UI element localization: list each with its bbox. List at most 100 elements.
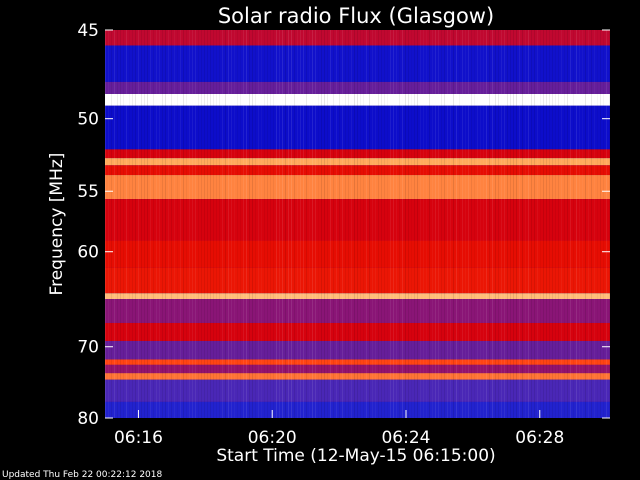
- frequency-band: [105, 322, 610, 341]
- frequency-band: [105, 299, 610, 323]
- time-streak: [309, 30, 310, 418]
- time-streak: [210, 30, 211, 418]
- time-streak: [138, 30, 139, 418]
- time-streak: [246, 30, 247, 418]
- time-streak: [402, 30, 403, 418]
- time-streak: [390, 30, 391, 418]
- time-streak: [456, 30, 457, 418]
- time-streak: [132, 30, 133, 418]
- time-streak: [570, 30, 571, 418]
- time-streak: [207, 30, 208, 418]
- time-streak: [270, 30, 271, 418]
- time-streak: [435, 30, 436, 418]
- time-streak: [387, 30, 388, 418]
- time-streak: [240, 30, 241, 418]
- time-streak: [243, 30, 244, 418]
- time-streak: [579, 30, 580, 418]
- frequency-band: [105, 340, 610, 360]
- time-streak: [420, 30, 421, 418]
- time-streak: [213, 30, 214, 418]
- time-streak: [252, 30, 253, 418]
- time-streak: [408, 30, 409, 418]
- time-streak: [201, 30, 202, 418]
- time-streak: [519, 30, 520, 418]
- time-streak: [609, 30, 610, 418]
- time-streak: [405, 30, 406, 418]
- time-streak: [126, 30, 127, 418]
- time-streak: [306, 30, 307, 418]
- frequency-band: [105, 379, 610, 402]
- time-streak: [279, 30, 280, 418]
- time-streak: [114, 30, 115, 418]
- time-streak: [438, 30, 439, 418]
- frequency-band: [105, 45, 610, 82]
- time-streak: [165, 30, 166, 418]
- time-streak: [300, 30, 301, 418]
- y-tick-label: 50: [77, 110, 99, 130]
- y-tick-label: 80: [77, 409, 99, 429]
- time-streak: [417, 30, 418, 418]
- time-streak: [453, 30, 454, 418]
- time-streak: [291, 30, 292, 418]
- time-streak: [372, 30, 373, 418]
- time-streak: [327, 30, 328, 418]
- time-streak: [198, 30, 199, 418]
- time-streak: [414, 30, 415, 418]
- time-streak: [603, 30, 604, 418]
- time-streak: [276, 30, 277, 418]
- time-streak: [597, 30, 598, 418]
- time-streak: [411, 30, 412, 418]
- time-streak: [369, 30, 370, 418]
- time-streak: [501, 30, 502, 418]
- y-tick-label: 45: [77, 21, 99, 41]
- time-streak: [531, 30, 532, 418]
- time-streak: [393, 30, 394, 418]
- time-streak: [444, 30, 445, 418]
- frequency-band: [105, 359, 610, 365]
- time-streak: [321, 30, 322, 418]
- time-streak: [225, 30, 226, 418]
- time-streak: [123, 30, 124, 418]
- time-streak: [564, 30, 565, 418]
- time-streak: [561, 30, 562, 418]
- time-streak: [153, 30, 154, 418]
- time-streak: [180, 30, 181, 418]
- time-streak: [510, 30, 511, 418]
- plot-area: [105, 30, 610, 418]
- time-streak: [351, 30, 352, 418]
- time-streak: [546, 30, 547, 418]
- time-streak: [540, 30, 541, 418]
- time-streak: [423, 30, 424, 418]
- time-streak: [516, 30, 517, 418]
- y-tick-label: 55: [77, 182, 99, 202]
- time-streak: [528, 30, 529, 418]
- frequency-band: [105, 373, 610, 380]
- time-streak: [255, 30, 256, 418]
- time-streak: [357, 30, 358, 418]
- frequency-band: [105, 293, 610, 300]
- time-streak: [186, 30, 187, 418]
- time-streak: [363, 30, 364, 418]
- time-streak: [462, 30, 463, 418]
- frequency-band: [105, 30, 610, 46]
- time-streak: [189, 30, 190, 418]
- time-streak: [471, 30, 472, 418]
- time-streak: [468, 30, 469, 418]
- time-streak: [507, 30, 508, 418]
- time-streak: [249, 30, 250, 418]
- time-streak: [513, 30, 514, 418]
- time-streak: [336, 30, 337, 418]
- time-streak: [258, 30, 259, 418]
- frequency-band: [105, 364, 610, 374]
- time-streak: [366, 30, 367, 418]
- time-streak: [477, 30, 478, 418]
- time-streak: [378, 30, 379, 418]
- frequency-band: [105, 81, 610, 94]
- time-streak: [183, 30, 184, 418]
- time-streak: [216, 30, 217, 418]
- time-streak: [111, 30, 112, 418]
- time-streak: [399, 30, 400, 418]
- time-streak: [294, 30, 295, 418]
- time-streak: [573, 30, 574, 418]
- frequency-band: [105, 199, 610, 241]
